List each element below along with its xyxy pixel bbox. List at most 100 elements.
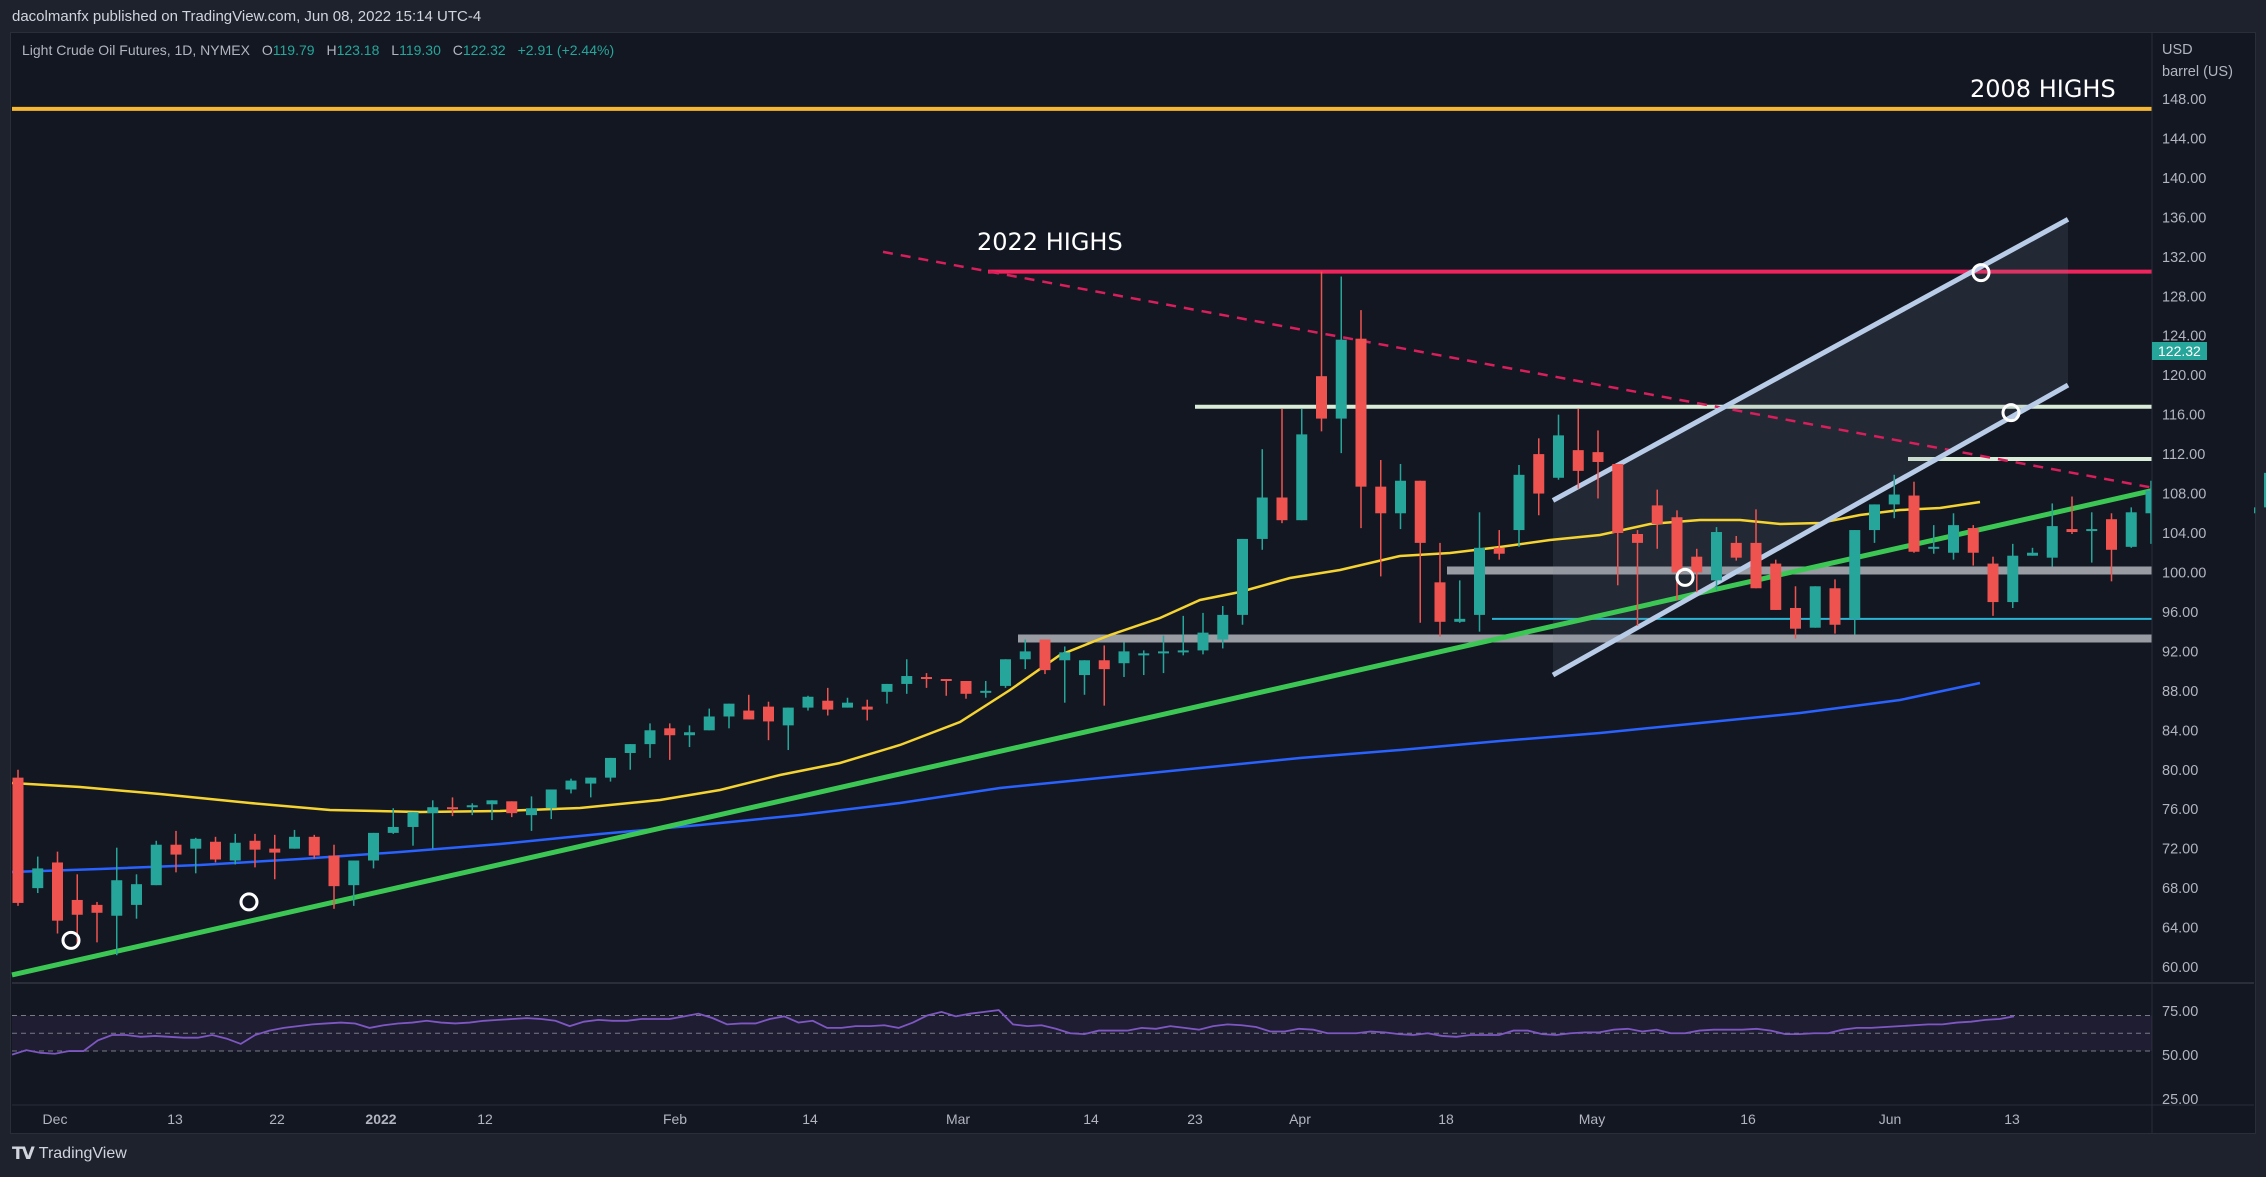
candle-body <box>545 789 557 809</box>
time-tick-label: 13 <box>167 1111 183 1127</box>
circle-touch-may10 <box>1675 567 1695 587</box>
price-tick-label: 72.00 <box>2162 842 2198 858</box>
candle-body <box>210 841 221 860</box>
candle-body <box>387 826 399 833</box>
candle-body <box>1316 376 1327 419</box>
price-tick-label: 80.00 <box>2162 763 2198 779</box>
candle-body <box>308 836 320 856</box>
candle-body <box>1651 505 1663 525</box>
candle-body <box>190 838 202 849</box>
candle-body <box>1967 528 1979 553</box>
candle-body <box>71 899 83 915</box>
candle-body <box>1395 480 1406 514</box>
current-price-tag: 122.32 <box>2152 342 2207 361</box>
candle-body <box>1928 546 1940 549</box>
rsi-tick-label: 25.00 <box>2162 1092 2198 1108</box>
price-tick-label: 132.00 <box>2162 250 2206 266</box>
candle-body <box>506 801 518 814</box>
candle-body <box>466 805 478 808</box>
candle-body <box>368 832 379 861</box>
tradingview-logo[interactable]: 𝗧𝗩 TradingView <box>12 1144 127 1164</box>
time-tick-label: 22 <box>269 1111 285 1127</box>
candle-body <box>2007 555 2019 603</box>
candle-body <box>980 690 992 693</box>
rsi-tick-label: 50.00 <box>2162 1048 2198 1064</box>
time-tick-label: 2022 <box>365 1111 396 1127</box>
time-tick-label: Dec <box>43 1111 68 1127</box>
candle-body <box>605 757 616 778</box>
circle-touch-dec20 <box>239 892 259 912</box>
candle-body <box>565 780 577 790</box>
candle-body <box>822 700 834 710</box>
low-value: 119.30 <box>399 42 441 58</box>
candle-body <box>269 848 281 853</box>
circle-touch-dec <box>61 930 81 950</box>
candle-body <box>1869 504 1880 531</box>
candle-body <box>881 683 893 692</box>
candle-body <box>1790 607 1801 629</box>
rsi-pane[interactable]: 75.00 50.00 25.00 <box>11 982 2254 1108</box>
price-tick-label: 68.00 <box>2162 881 2198 897</box>
price-axis-bg <box>2152 33 2254 1132</box>
candle-body <box>1256 497 1268 539</box>
candle-body <box>1474 547 1485 615</box>
touch-circles <box>61 263 2021 950</box>
price-axis[interactable]: USD barrel (US) 60.00 64.00 68.00 72.00 76.00 8… <box>2151 33 2254 1133</box>
candle-body <box>1888 494 1900 505</box>
chart-frame[interactable] <box>10 32 2256 1134</box>
candle-body <box>1948 525 1959 553</box>
candle-body <box>585 777 597 784</box>
candle-body <box>1098 660 1110 670</box>
trendline-channel-lower <box>1551 382 2070 678</box>
candle-body <box>526 808 537 816</box>
tradingview-logo-icon: 𝗧𝗩 <box>12 1144 35 1163</box>
annotations: 2008 HIGHS 2022 HIGHS <box>977 75 2116 256</box>
price-tick-label: 136.00 <box>2162 210 2206 226</box>
candle-body <box>486 800 498 805</box>
time-tick-label: Feb <box>663 1111 687 1127</box>
candle-body <box>289 836 300 849</box>
time-axis[interactable]: Dec 13 22 2022 12 Feb 14 Mar 14 23 Apr 18 May 16 Jun 13 <box>12 1104 2254 1127</box>
price-tick-label: 128.00 <box>2162 289 2206 305</box>
open-label: O <box>261 42 273 58</box>
time-tick-label: May <box>1579 1111 1605 1127</box>
candle-body <box>447 807 458 810</box>
candle-body <box>427 807 439 814</box>
candle-body <box>407 812 419 827</box>
candle-body <box>703 716 715 731</box>
candle-body <box>1039 639 1051 671</box>
publisher-line: dacolmanfx published on TradingView.com,… <box>12 8 482 25</box>
candle-body <box>960 680 972 694</box>
candle-body <box>249 840 261 850</box>
candle-body <box>1414 480 1426 543</box>
time-tick-label: Apr <box>1289 1111 1311 1127</box>
candle-body <box>1513 474 1525 531</box>
candle-body <box>861 706 873 710</box>
candle-body <box>2066 529 2078 533</box>
price-tick-label: 76.00 <box>2162 802 2198 818</box>
candle-body <box>52 862 63 921</box>
candle-body <box>763 706 774 722</box>
candle-body <box>1553 435 1564 478</box>
ma-SMA-200 <box>11 681 1981 874</box>
candle-body <box>1355 338 1367 487</box>
candle-body <box>1158 651 1169 654</box>
candle-body <box>1079 660 1090 676</box>
price-tick-label: 124.00 <box>2162 329 2206 345</box>
rsi-tick-label: 75.00 <box>2162 1004 2198 1020</box>
change-value: +2.91 (+2.44%) <box>517 42 615 58</box>
candle-body <box>12 777 24 903</box>
price-tick-label: 104.00 <box>2162 526 2206 542</box>
candle-body <box>1000 659 1011 686</box>
price-tick-label: 96.00 <box>2162 605 2198 621</box>
candle-body <box>1770 563 1782 610</box>
circle-channel-top-touch <box>1971 263 1991 283</box>
rsi-line <box>11 1009 2015 1056</box>
price-tick-label: 140.00 <box>2162 171 2206 187</box>
candle-body <box>229 842 241 861</box>
candle-body <box>1750 542 1762 589</box>
candle-body <box>170 844 182 855</box>
candle-body <box>842 702 853 708</box>
candle-body <box>150 844 162 886</box>
